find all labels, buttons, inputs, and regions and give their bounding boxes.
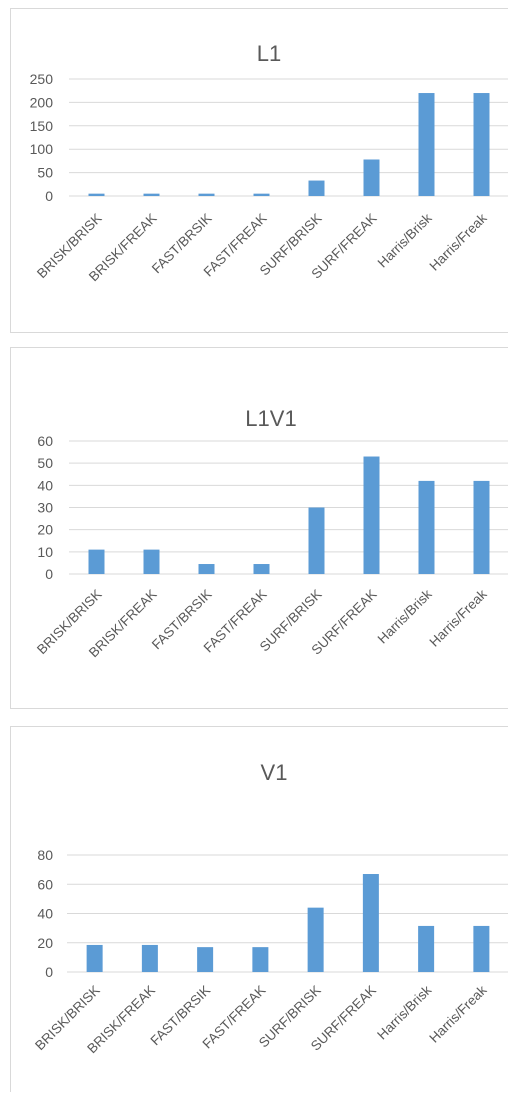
bar xyxy=(418,480,435,574)
bar xyxy=(86,944,103,972)
bar xyxy=(307,907,324,972)
bar xyxy=(252,947,269,972)
y-tick-label: 100 xyxy=(30,141,54,157)
y-tick-label: 10 xyxy=(37,544,53,560)
chart-l1v1: L1V10102030405060BRISK/BRISKBRISK/FREAKF… xyxy=(34,406,508,660)
y-tick-label: 80 xyxy=(37,847,53,863)
chart-panel-v1: V1 0 20 40 60 80 BRISK/BRISK BRISK/FREAK FAST/BR… xyxy=(10,726,508,1092)
y-tick-label: 60 xyxy=(37,876,53,892)
bar xyxy=(141,944,158,972)
x-tick-label: Harris/Brisk xyxy=(374,982,434,1042)
y-tick-label: 20 xyxy=(37,522,53,538)
y-tick-label: 50 xyxy=(37,165,53,181)
y-tick-label: 30 xyxy=(37,500,53,516)
y-tick-label: 40 xyxy=(37,477,53,493)
bar xyxy=(418,93,435,196)
y-tick-label: 20 xyxy=(37,935,53,951)
chart-title: V1 xyxy=(261,760,288,785)
bar xyxy=(143,193,160,196)
y-tick-label: 200 xyxy=(30,94,54,110)
bar xyxy=(308,507,325,574)
y-tick-label: 250 xyxy=(30,71,54,87)
bar xyxy=(362,874,379,972)
chart-title: L1V1 xyxy=(245,406,296,431)
bar xyxy=(363,456,380,574)
y-tick-label: 0 xyxy=(45,188,53,204)
y-tick-label: 40 xyxy=(37,906,53,922)
chart-l1: L1050100150200250BRISK/BRISKBRISK/FREAKF… xyxy=(30,41,508,284)
bar xyxy=(473,925,490,972)
y-tick-label: 50 xyxy=(37,455,53,471)
chart-v1: V1020406080BRISK/BRISKBRISK/FREAKFAST/BR… xyxy=(32,760,508,1056)
bar xyxy=(88,549,105,574)
bar xyxy=(253,193,270,196)
bar xyxy=(473,480,490,574)
bar xyxy=(198,193,215,196)
bar xyxy=(88,193,105,196)
bar xyxy=(253,564,270,574)
chart-panel-l1: L1 0 50 100 150 200 250 BRISK/BRISK BRISK/FREAK F… xyxy=(10,8,508,333)
x-tick-label: Harris/Freak xyxy=(427,586,490,649)
y-tick-label: 150 xyxy=(30,118,54,134)
bar xyxy=(308,180,325,196)
bar xyxy=(143,549,160,574)
y-tick-label: 60 xyxy=(37,433,53,449)
x-tick-label: Harris/Brisk xyxy=(375,586,435,646)
x-tick-label: Harris/Brisk xyxy=(375,210,435,270)
chart-panel-l1v1: L1V1 0 10 20 30 40 50 60 BRISK/BRISK BRISK/FREAK F… xyxy=(10,347,508,709)
bar xyxy=(418,925,435,972)
bar xyxy=(473,93,490,196)
bar xyxy=(198,564,215,574)
chart-title: L1 xyxy=(257,41,281,66)
x-tick-label: Harris/Freak xyxy=(426,982,489,1045)
y-tick-label: 0 xyxy=(45,964,53,980)
y-tick-label: 0 xyxy=(45,566,53,582)
bar xyxy=(363,159,380,196)
bar xyxy=(197,947,214,972)
x-tick-label: Harris/Freak xyxy=(427,210,490,273)
